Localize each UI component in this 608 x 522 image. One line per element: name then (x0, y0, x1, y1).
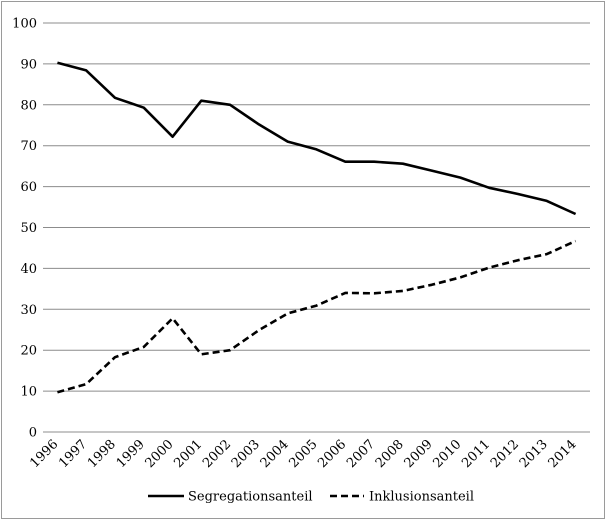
x-tick-label: 2012 (488, 437, 522, 471)
x-tick-label: 2013 (517, 437, 551, 471)
y-tick-label: 60 (20, 180, 37, 195)
legend-label-segregationsanteil: Segregationsanteil (188, 490, 313, 505)
y-tick-label: 20 (20, 344, 37, 359)
x-tick-label: 2000 (143, 437, 177, 471)
x-tick-label: 1999 (114, 437, 148, 471)
legend: Segregationsanteil Inklusionsanteil (148, 490, 474, 505)
y-tick-label: 90 (20, 57, 37, 72)
x-tick-label: 2014 (546, 437, 580, 471)
y-tick-label: 30 (20, 303, 37, 318)
x-tick-label: 2008 (373, 437, 407, 471)
x-tick-label: 2005 (286, 437, 320, 471)
x-axis: 1996199719981999200020012002200320042005… (27, 431, 590, 471)
x-tick-label: 1996 (27, 437, 61, 471)
series-line-inklusionsanteil (57, 239, 577, 394)
y-tick-label: 40 (20, 262, 37, 277)
x-tick-label: 2002 (200, 437, 234, 471)
x-tick-label: 1997 (56, 437, 90, 471)
x-tick-label: 2003 (229, 437, 263, 471)
x-tick-label: 2004 (258, 437, 292, 471)
legend-label-inklusionsanteil: Inklusionsanteil (369, 490, 474, 505)
y-tick-label: 100 (12, 17, 37, 32)
y-tick-label: 80 (20, 98, 37, 113)
y-tick-label: 70 (20, 139, 37, 154)
gridlines (43, 22, 590, 433)
y-tick-label: 0 (29, 426, 37, 441)
x-tick-label: 2011 (459, 437, 493, 471)
x-tick-label: 2007 (344, 437, 378, 471)
series-lines (57, 61, 577, 394)
x-tick-label: 1998 (85, 437, 119, 471)
x-tick-label: 2009 (402, 437, 436, 471)
y-axis: 0 10 20 30 40 50 60 70 80 90 100 (12, 17, 37, 441)
y-tick-label: 10 (20, 385, 37, 400)
x-tick-label: 2001 (171, 437, 205, 471)
y-tick-label: 50 (20, 221, 37, 236)
series-line-segregationsanteil (57, 61, 577, 216)
x-tick-label: 2006 (315, 437, 349, 471)
x-tick-label: 2010 (430, 437, 464, 471)
